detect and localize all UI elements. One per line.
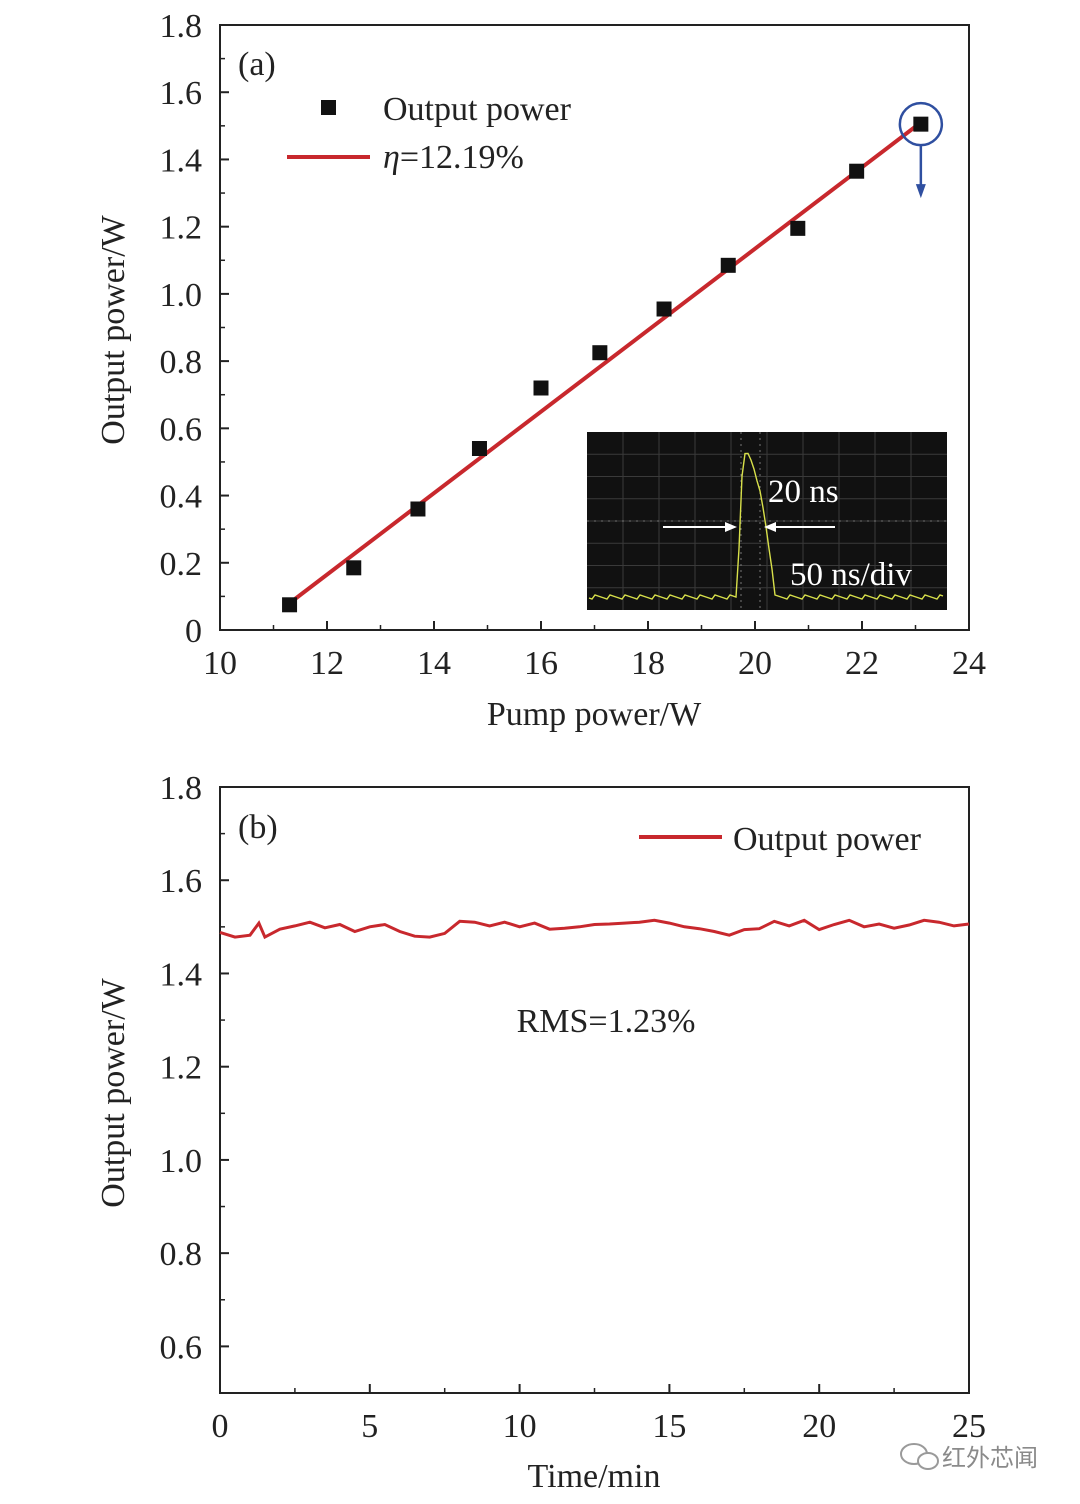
y-tick-label: 1.8: [160, 8, 203, 45]
fit-line-series: [288, 120, 923, 605]
x-tick-label: 24: [952, 645, 986, 682]
data-point: [346, 560, 362, 576]
y-axis-label: Output power/W: [95, 977, 132, 1207]
highlight-annotation: [898, 101, 944, 199]
data-point: [533, 380, 549, 396]
y-tick-label: 1.6: [160, 863, 203, 900]
highlight-arrow-head: [915, 184, 926, 199]
data-point: [282, 597, 298, 613]
y-tick-label: 1.2: [160, 210, 203, 247]
y-tick-label: 1.8: [160, 770, 203, 807]
x-tick-label: 0: [212, 1408, 229, 1445]
x-tick-label: 10: [203, 645, 237, 682]
legend-label-efficiency: η=12.19%: [383, 139, 524, 176]
panel-a: 10 12 14 16 18 20 22 24 0 0.2 0.4 0.6 0.8 1.0 1.2 1.4 1.…: [95, 8, 986, 733]
x-tick-label: 15: [652, 1408, 686, 1445]
x-tick-label: 16: [524, 645, 558, 682]
y-tick-label: 1.0: [160, 1143, 203, 1180]
y-tick-label: 0.8: [160, 1236, 203, 1273]
inset-grid: [587, 432, 947, 610]
data-point: [790, 220, 806, 236]
x-axis-label: Pump power/W: [487, 696, 702, 733]
eta-symbol: η: [383, 139, 400, 176]
plot-frame: [219, 786, 970, 1394]
inset-oscilloscope: 20 ns 50 ns/div: [587, 432, 947, 610]
data-point: [592, 345, 608, 361]
y-tick-label: 0.6: [160, 411, 203, 448]
data-point: [656, 301, 672, 317]
axis-ticks: 0 5 10 15 20 25 0.6 0.8 1.0 1.2 1.4 1.6 1.8: [160, 770, 987, 1445]
inset-arrow-right-head: [764, 522, 776, 532]
output-power-series-line: [219, 918, 970, 940]
x-tick-label: 12: [310, 645, 344, 682]
legend: Output power η=12.19%: [287, 91, 572, 176]
y-tick-label: 0.6: [160, 1329, 203, 1366]
data-point: [471, 441, 487, 456]
data-point: [849, 163, 865, 179]
rms-annotation: RMS=1.23%: [517, 1003, 696, 1040]
y-tick-label: 0: [185, 613, 202, 650]
y-tick-label: 1.6: [160, 75, 203, 112]
y-tick-label: 1.0: [160, 277, 203, 314]
data-point: [720, 257, 736, 273]
x-tick-label: 5: [361, 1408, 378, 1445]
inset-arrow-left-head: [725, 522, 737, 532]
legend-label-output-power: Output power: [383, 91, 572, 128]
y-tick-label: 0.2: [160, 546, 203, 583]
x-tick-label: 22: [845, 645, 879, 682]
x-tick-label: 25: [952, 1408, 986, 1445]
y-tick-label: 0.4: [160, 479, 203, 516]
eta-value: =12.19%: [400, 139, 524, 176]
panel-label-a: (a): [238, 46, 276, 83]
y-tick-label: 1.4: [160, 956, 203, 993]
data-point: [913, 116, 929, 132]
axis-ticks: 10 12 14 16 18 20 22 24 0 0.2 0.4 0.6 0.8 1.0 1.2 1.4 1.…: [160, 8, 987, 682]
inset-label-pulse-width: 20 ns: [768, 474, 839, 510]
fit-line: [288, 120, 923, 605]
y-axis-label: Output power/W: [95, 214, 132, 444]
x-tick-label: 10: [503, 1408, 537, 1445]
panel-label-b: (b): [238, 809, 278, 846]
inset-label-timebase: 50 ns/div: [790, 557, 912, 593]
legend-label-output-power: Output power: [733, 821, 922, 858]
y-tick-label: 1.2: [160, 1050, 203, 1087]
y-tick-label: 0.8: [160, 344, 203, 381]
x-tick-label: 14: [417, 645, 451, 682]
watermark: 红外芯闻: [900, 1443, 1038, 1472]
y-tick-label: 1.4: [160, 142, 203, 179]
x-axis-label: Time/min: [528, 1458, 661, 1495]
x-tick-label: 20: [738, 645, 772, 682]
data-point: [410, 501, 426, 517]
x-tick-label: 20: [802, 1408, 836, 1445]
scatter-series: [282, 116, 929, 613]
legend: Output power: [639, 821, 922, 858]
x-tick-label: 18: [631, 645, 665, 682]
legend-marker-square: [321, 100, 336, 115]
wechat-icon: [900, 1443, 939, 1470]
panel-b: 0 5 10 15 20 25 0.6 0.8 1.0 1.2 1.4 1.6 1.8 (b) Outp…: [95, 770, 986, 1495]
watermark-text: 红外芯闻: [942, 1444, 1038, 1472]
